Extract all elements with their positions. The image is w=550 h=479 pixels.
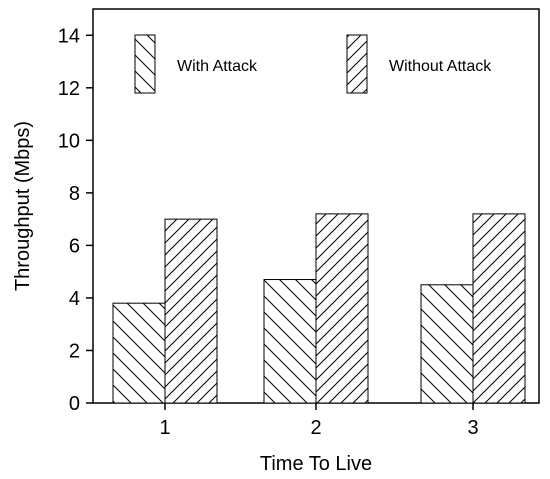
x-tick-label: 1 (159, 417, 170, 439)
bar-without-attack (472, 213, 526, 404)
legend-swatch-without-attack (346, 34, 368, 94)
legend: With Attack Without Attack (134, 34, 492, 94)
bar-with-attack (112, 302, 166, 404)
y-tick-label: 6 (69, 235, 80, 257)
bars (112, 213, 526, 404)
legend-swatch-with-attack (134, 34, 156, 94)
bar-with-attack (420, 284, 474, 404)
bar-with-attack (263, 279, 317, 404)
x-axis-ticks: 1 2 3 (159, 403, 479, 439)
bar-without-attack (315, 213, 369, 404)
y-axis-ticks: 0 2 4 6 8 10 12 14 (58, 25, 93, 415)
y-axis-title: Throughput (Mbps) (12, 121, 34, 291)
x-axis-title: Time To Live (260, 453, 372, 475)
y-tick-label: 2 (69, 340, 80, 362)
y-tick-label: 0 (69, 393, 80, 415)
y-tick-label: 4 (69, 288, 80, 310)
y-tick-label: 10 (58, 130, 80, 152)
legend-label-with-attack: With Attack (177, 58, 258, 75)
x-tick-label: 3 (467, 417, 478, 439)
bar-without-attack (164, 218, 218, 404)
legend-label-without-attack: Without Attack (389, 58, 492, 75)
y-tick-label: 8 (69, 183, 80, 205)
y-tick-label: 14 (58, 25, 80, 47)
y-tick-label: 12 (58, 78, 80, 100)
x-tick-label: 2 (310, 417, 321, 439)
